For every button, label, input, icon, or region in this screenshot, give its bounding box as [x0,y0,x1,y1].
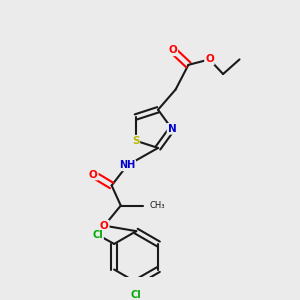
Text: O: O [100,221,109,231]
Text: O: O [205,54,214,64]
Text: S: S [132,136,139,146]
Text: O: O [89,169,98,179]
Text: O: O [169,45,177,55]
Text: NH: NH [119,160,135,170]
Text: Cl: Cl [131,290,142,300]
Text: N: N [167,124,176,134]
Text: CH₃: CH₃ [150,201,166,210]
Text: Cl: Cl [92,230,103,240]
